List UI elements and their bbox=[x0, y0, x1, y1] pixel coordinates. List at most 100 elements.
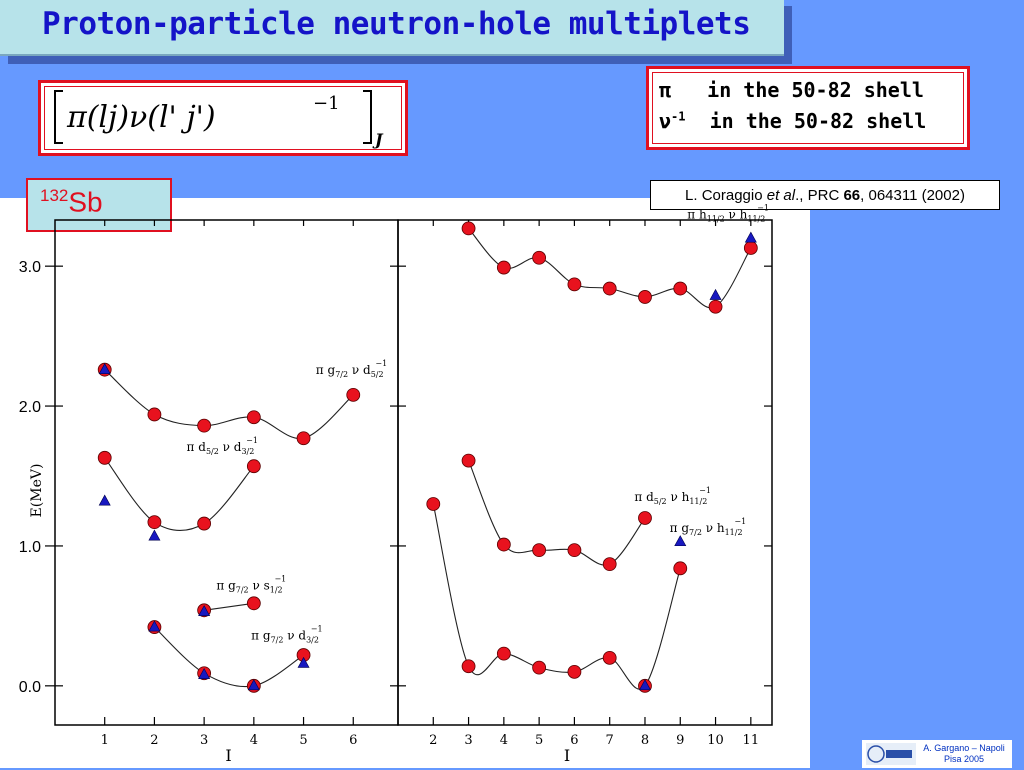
data-point-circle bbox=[638, 290, 652, 304]
formula-box-inner-border bbox=[44, 86, 402, 150]
shell-legend-box: π in the 50-82 shell ν-1 in the 50-82 sh… bbox=[646, 66, 970, 150]
series-1: π d5/2 ν h11/2 −1 bbox=[461, 453, 711, 572]
formula-subscript-j: J bbox=[372, 130, 384, 149]
x-tick-label: 6 bbox=[570, 733, 578, 748]
data-point-triangle bbox=[744, 231, 757, 243]
series-curve bbox=[154, 626, 304, 688]
series-curve bbox=[104, 369, 354, 440]
reference-authors: L. Coraggio bbox=[685, 186, 763, 204]
x-tick-label: 2 bbox=[150, 733, 158, 748]
series-curve bbox=[204, 602, 254, 611]
data-point-triangle bbox=[247, 679, 260, 691]
data-point-circle bbox=[532, 543, 547, 558]
data-point-circle bbox=[461, 659, 476, 674]
reference-etal: et al bbox=[766, 186, 796, 204]
data-point-circle bbox=[673, 281, 688, 296]
right-panel: 2 3 4 5 6 7 8 9 10 11 Iπ h11/2 ν h11/2 −1 π d5/2 ν … bbox=[397, 204, 773, 765]
data-point-circle bbox=[246, 459, 261, 474]
reference-box: L. Coraggio et al., PRC 66, 064311 (2002… bbox=[650, 180, 1000, 210]
formula-expression: π(lj)ν(l' j') bbox=[66, 100, 216, 135]
shell-line-neutron-hole: ν-1 in the 50-82 shell bbox=[659, 109, 926, 133]
data-point-circle bbox=[567, 277, 582, 292]
data-point-circle bbox=[708, 299, 723, 314]
formula-right-bracket bbox=[363, 90, 372, 144]
series-1: π d5/2 ν d3/2 −1 bbox=[97, 436, 261, 541]
shell-box-inner-border bbox=[652, 72, 964, 144]
page-title: Proton-particle neutron-hole multiplets bbox=[42, 6, 751, 42]
x-tick-label: 4 bbox=[250, 733, 258, 748]
left-panel-frame bbox=[54, 219, 399, 726]
series-label: π g7/2 ν d3/2 −1 bbox=[251, 625, 323, 645]
shell-line-proton: π in the 50-82 shell bbox=[659, 78, 924, 102]
footer-line-1: A. Gargano – Napoli bbox=[923, 743, 1005, 753]
footer-line-2: Pisa 2005 bbox=[943, 754, 985, 764]
data-point-triangle bbox=[148, 529, 161, 541]
data-point-circle bbox=[296, 431, 311, 446]
formula-exponent: −1 bbox=[313, 93, 340, 114]
series-0: π h11/2 ν h11/2 −1 bbox=[461, 204, 769, 314]
left-panel: 1 2 3 4 5 6 0.0 1.0 2.0 3.0 I E(MeV) π g7/2 ν d5/2 −… bbox=[19, 219, 399, 765]
x-axis-label: I bbox=[225, 746, 231, 765]
data-point-circle bbox=[496, 646, 511, 661]
y-tick-label: 3.0 bbox=[19, 259, 41, 276]
data-point-circle bbox=[602, 557, 617, 572]
data-point-triangle bbox=[674, 535, 687, 547]
series-label: π d5/2 ν d3/2 −1 bbox=[187, 436, 259, 456]
multiplet-chart: 1 2 3 4 5 6 0.0 1.0 2.0 3.0 I E(MeV) π g7/2 ν d5/2 −… bbox=[19, 204, 773, 765]
x-tick-label: 7 bbox=[606, 733, 614, 748]
infn-logo-graphic bbox=[867, 745, 912, 763]
reference-journal: PRC bbox=[807, 186, 840, 204]
data-point-triangle bbox=[638, 679, 651, 691]
data-point-circle bbox=[567, 543, 582, 558]
series-curve bbox=[104, 457, 255, 532]
data-point-triangle bbox=[709, 288, 722, 300]
data-point-triangle bbox=[148, 620, 161, 632]
data-point-circle bbox=[147, 515, 162, 530]
data-point-circle bbox=[461, 453, 476, 468]
series-label: π d5/2 ν h11/2 −1 bbox=[634, 486, 711, 506]
formula-box: π(lj)ν(l' j') −1 J bbox=[38, 80, 408, 156]
nu-exponent: -1 bbox=[671, 109, 686, 124]
data-point-circle bbox=[532, 660, 547, 675]
element-symbol: Sb bbox=[68, 186, 103, 218]
data-point-circle bbox=[147, 407, 162, 422]
infn-logo bbox=[866, 743, 916, 765]
x-tick-label: 10 bbox=[707, 733, 724, 748]
data-point-circle bbox=[197, 516, 212, 531]
series-0: π g7/2 ν d5/2 −1 bbox=[97, 359, 388, 446]
x-tick-label: 5 bbox=[299, 733, 307, 748]
formula: π(lj)ν(l' j') −1 J bbox=[54, 90, 384, 149]
series-label: π g7/2 ν h11/2 −1 bbox=[670, 517, 747, 537]
x-tick-label: 9 bbox=[676, 733, 684, 748]
data-point-circle bbox=[532, 250, 547, 265]
y-axis-label: E(MeV) bbox=[29, 464, 45, 518]
data-point-circle bbox=[246, 410, 261, 425]
y-tick-label: 2.0 bbox=[19, 399, 41, 416]
data-point-circle bbox=[197, 418, 212, 433]
series-label: π g7/2 ν d5/2 −1 bbox=[316, 359, 388, 379]
footer-text: A. Gargano – Napoli Pisa 2005 bbox=[918, 743, 1010, 765]
right-panel-frame bbox=[397, 219, 773, 726]
x-tick-label: 3 bbox=[464, 733, 472, 748]
data-point-circle bbox=[426, 497, 441, 511]
data-point-circle bbox=[602, 281, 617, 296]
y-tick-label: 1.0 bbox=[19, 539, 41, 556]
series-label: π g7/2 ν s1/2 −1 bbox=[216, 574, 286, 594]
series-2: π g7/2 ν s1/2 −1 bbox=[197, 574, 286, 618]
data-point-triangle bbox=[98, 494, 111, 506]
data-point-circle bbox=[567, 664, 582, 679]
reference-rest: , 064311 (2002) bbox=[860, 186, 965, 204]
x-tick-label: 11 bbox=[743, 733, 760, 748]
x-tick-label: 3 bbox=[200, 733, 208, 748]
data-point-circle bbox=[602, 650, 617, 665]
data-point-circle bbox=[743, 241, 758, 255]
data-point-circle bbox=[346, 387, 361, 402]
pi-symbol: π bbox=[659, 78, 672, 102]
data-point-circle bbox=[496, 260, 511, 275]
x-tick-label: 4 bbox=[500, 733, 508, 748]
footer: A. Gargano – Napoli Pisa 2005 bbox=[862, 740, 1012, 768]
x-axis-label: I bbox=[564, 746, 570, 765]
x-tick-label: 2 bbox=[429, 733, 437, 748]
x-tick-label: 1 bbox=[101, 733, 109, 748]
data-point-circle bbox=[673, 561, 688, 576]
